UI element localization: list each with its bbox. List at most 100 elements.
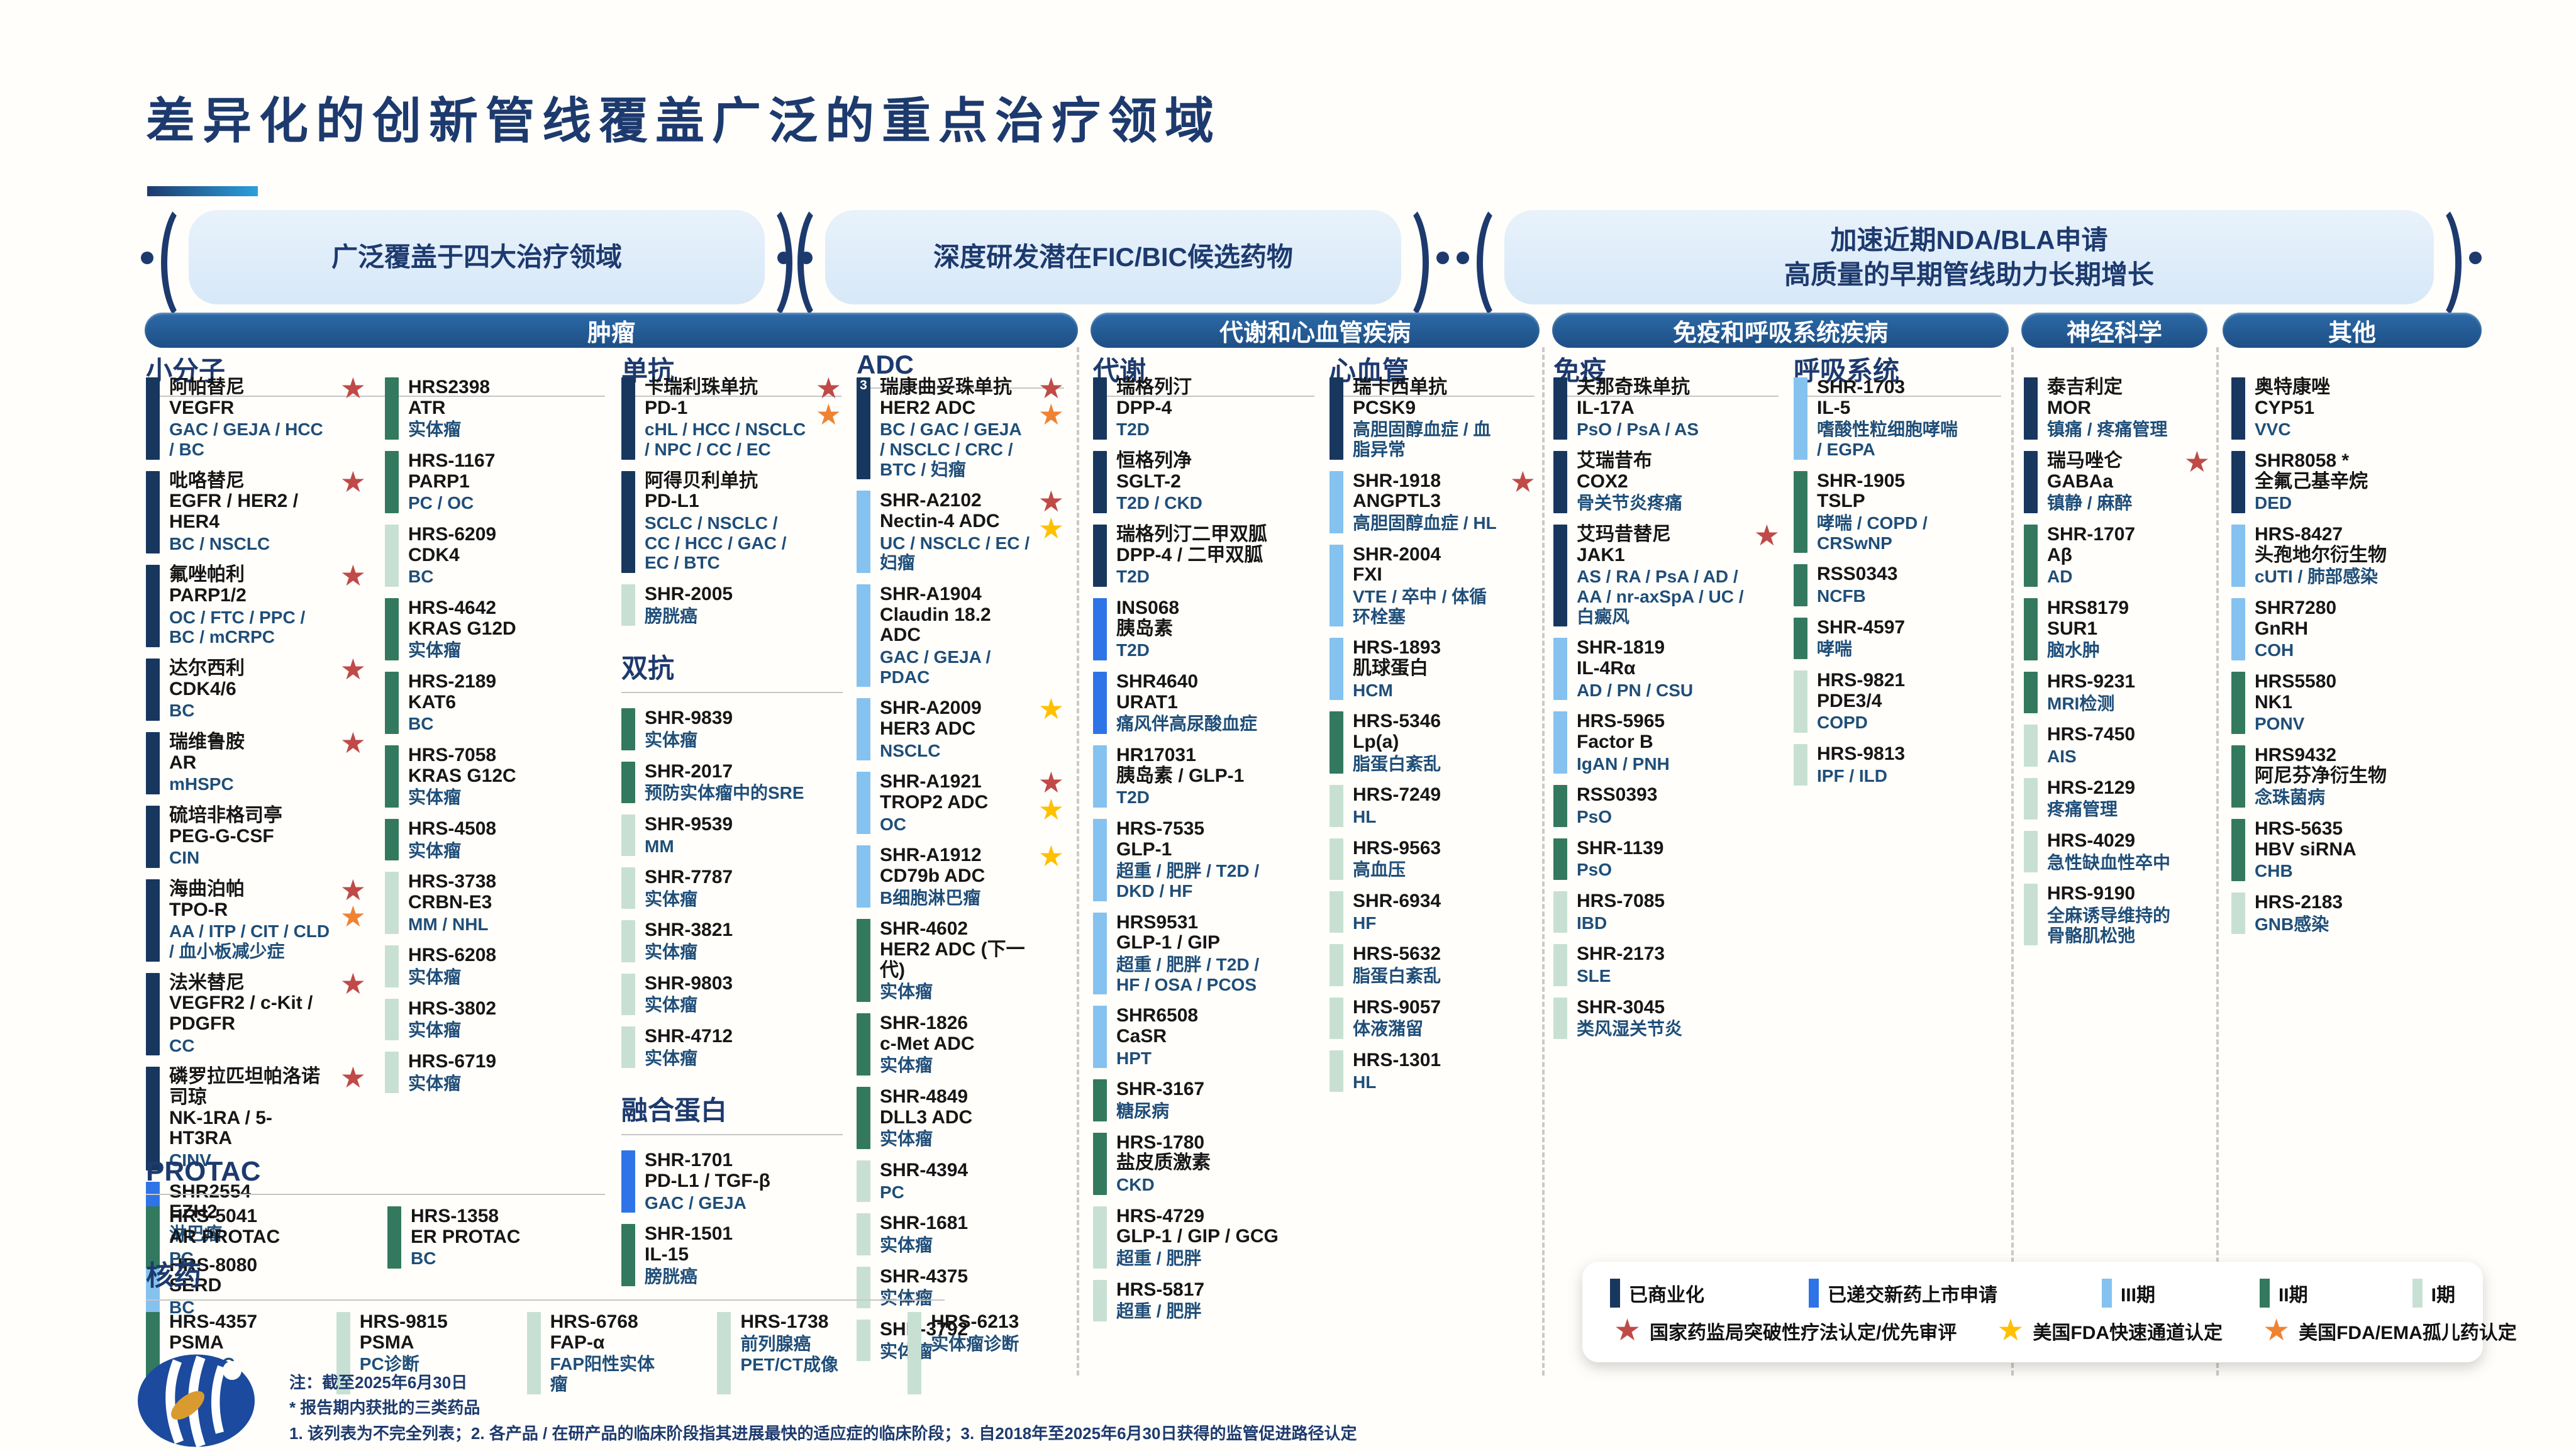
card-text: HRS-5635 HBV siRNA CHB [2255, 818, 2357, 881]
card-text: SHR-1819 IL-4Rα AD / PN / CSU [1577, 638, 1693, 700]
phase-bar [1794, 743, 1807, 786]
drug-name: 艾瑞昔布 [1577, 450, 1652, 471]
pipeline-card: SHR6508 CaSR HPT [1093, 1006, 1317, 1069]
legend-phase-item: II期 [2259, 1279, 2308, 1308]
drug-indication: mHSPC [169, 774, 234, 794]
radiopharma-cards-row: HRS-4357PSMAmCRPCHRS-9815PSMAPC诊断HRS-676… [146, 1311, 1083, 1394]
banner-text-line1: 加速近期NDA/BLA申请 [1830, 225, 2108, 255]
drug-target: NK1 [2255, 691, 2293, 713]
phase-bar [385, 672, 399, 734]
pipeline-card: HRS-9231 MRI检测 [2024, 671, 2211, 714]
banner-arc-right [1375, 200, 1429, 326]
card-text: 泰吉利定 MOR 镇痛 / 疼痛管理 [2047, 377, 2167, 440]
drug-name: SHR-A2009 [880, 698, 982, 719]
drug-target: PDE3/4 [1817, 690, 1882, 711]
column-neuroscience: 泰吉利定 MOR 镇痛 / 疼痛管理 瑞马唑仑 GABAa 镇静 / 麻醉 ★ SHR-170… [2024, 377, 2211, 946]
card-text: HRS9531 GLP-1 / GIP 超重 / 肥胖 / T2D / HF / O… [1116, 912, 1282, 995]
drug-indication: BC [411, 1248, 436, 1269]
card-text: HRS-9563 高血压 [1353, 838, 1441, 880]
pipeline-card: SHR-3167 糖尿病 [1093, 1079, 1317, 1121]
designation-star-icon: ★ [340, 1061, 366, 1094]
legend-star-item: ★ 美国FDA快速通道认定 [1997, 1316, 2223, 1346]
drug-name: HRS-4642 [408, 598, 497, 618]
drug-indication: OC [880, 814, 906, 834]
drug-name: HRS-9821 [1817, 669, 1906, 691]
pipeline-card: SHR-A1912 CD79b ADC B细胞淋巴瘤 ★ [857, 842, 1065, 908]
phase-bar [1553, 377, 1567, 440]
column-respiratory: SHR-1703 IL-5 嗜酸性粒细胞哮喘 / EGPA SHR-1905 TSLP 哮… [1794, 377, 2001, 786]
phase-bar [2024, 725, 2038, 767]
legend-phase-swatch [2259, 1279, 2270, 1308]
section-others: 其他 [2223, 313, 2482, 348]
column-metabolism: 瑞格列汀 DPP-4 T2D 恒格列净 SGLT-2 T2D / CKD 瑞格列汀二甲双胍 D… [1093, 377, 1317, 1321]
footnotes: 注：截至2025年6月30日 * 报告期内获批的三类药品 1. 该列表为不完全列… [289, 1370, 1357, 1446]
pipeline-card: SHR-9839 实体瘤 [621, 708, 843, 750]
drug-target: IL-5 [1817, 397, 1851, 418]
pipeline-card: HRS-5965 Factor B IgAN / PNH [1553, 711, 1781, 774]
drug-indication: PC / OC [408, 493, 474, 513]
drug-name: SHR-1905 [1817, 470, 1906, 491]
phase-bar [146, 879, 160, 962]
card-text: HRS-8080 SERD BC [169, 1255, 257, 1318]
phase-bar [385, 945, 399, 987]
pipeline-card: HRS-7249 HL [1330, 785, 1537, 827]
designation-star-icon: ★ [1038, 398, 1064, 431]
pipeline-card: SHR-4849 DLL3 ADC 实体瘤 [857, 1086, 1065, 1149]
pipeline-card: 泰吉利定 MOR 镇痛 / 疼痛管理 [2024, 377, 2211, 440]
section-divider [2216, 347, 2219, 1376]
pipeline-card: 艾玛昔替尼 JAK1 AS / RA / PsA / AD / AA / nr-ax… [1553, 521, 1781, 627]
drug-target: KAT6 [408, 691, 457, 713]
phase-bar [146, 377, 160, 460]
drug-indication: 实体瘤 [880, 1129, 933, 1149]
drug-name: SHR-4394 [880, 1159, 969, 1181]
drug-target: CYP51 [2255, 397, 2315, 418]
designation-star-icon: ★ [1038, 792, 1064, 826]
pipeline-card: HRS-8427 头孢地尔衍生物 cUTI / 肺部感染 [2231, 524, 2470, 587]
drug-target: PD-L1 / TGF-β [645, 1170, 770, 1192]
card-text: RSS0393 PsO [1577, 785, 1657, 826]
phase-bar [1093, 1079, 1107, 1121]
drug-name: SHR-1501 [645, 1223, 733, 1245]
banner-arc-left [797, 200, 852, 326]
drug-name: 瑞卡西单抗 [1353, 377, 1447, 397]
phase-bar [146, 1067, 160, 1170]
drug-name: HRS-5965 [1577, 711, 1665, 732]
designation-stars: ★ [340, 1061, 366, 1094]
phase-bar [1553, 785, 1567, 827]
designation-star-icon: ★ [340, 559, 366, 592]
phase-bar [1794, 670, 1807, 733]
designation-star-icon: ★ [1614, 1314, 1641, 1347]
pipeline-card: HRS-3802 实体瘤 [385, 998, 606, 1040]
designation-star-icon: ★ [340, 900, 366, 933]
pipeline-card: 瑞维鲁胺 AR mHSPC ★ [146, 728, 367, 794]
drug-indication: GAC / GEJA / HCC / BC [169, 420, 323, 459]
legend-star-label: 国家药监局突破性疗法认定/优先审评 [1650, 1323, 1957, 1343]
pipeline-card: 3 瑞康曲妥珠单抗 HER2 ADC BC / GAC / GEJA / NSCLC … [857, 374, 1065, 480]
card-text: SHR-1681 实体瘤 [880, 1213, 968, 1255]
designation-stars: ★ ★ [1038, 768, 1064, 826]
card-text: SHR-3792 实体瘤 [880, 1319, 968, 1361]
banner-arc-left [1477, 200, 1531, 326]
card-text: 恒格列净 SGLT-2 T2D / CKD [1116, 450, 1202, 513]
phase-bar [857, 1266, 870, 1308]
card-text: HRS-6768 FAP-α FAP阳性实体瘤 [550, 1311, 667, 1394]
phase-bar [1794, 564, 1807, 606]
drug-indication: 实体瘤 [645, 942, 698, 962]
drug-name: SHR-A2102 [880, 490, 982, 511]
drug-name: HRS-2189 [408, 671, 497, 692]
phase-bar [621, 867, 635, 909]
drug-name: HRS-9563 [1353, 837, 1441, 859]
pipeline-card: HRS9432 阿尼芬净衍生物 念珠菌病 [2231, 745, 2470, 808]
phase-bar [385, 451, 399, 513]
pipeline-card: SHR-4602 HER2 ADC (下一代) 实体瘤 [857, 918, 1065, 1002]
phase-bar [908, 1312, 922, 1394]
phase-bar [1330, 944, 1343, 986]
drug-target: c-Met ADC [880, 1033, 975, 1054]
drug-target: Aβ [2047, 544, 2072, 565]
card-text: RSS0343 NCFB [1817, 564, 1897, 606]
phase-bar [385, 872, 399, 935]
drug-indication: HL [1353, 806, 1377, 826]
designation-stars: ★ [340, 374, 366, 403]
drug-indication: VVC [2255, 420, 2291, 440]
card-text: HRS-3802 实体瘤 [408, 998, 496, 1040]
